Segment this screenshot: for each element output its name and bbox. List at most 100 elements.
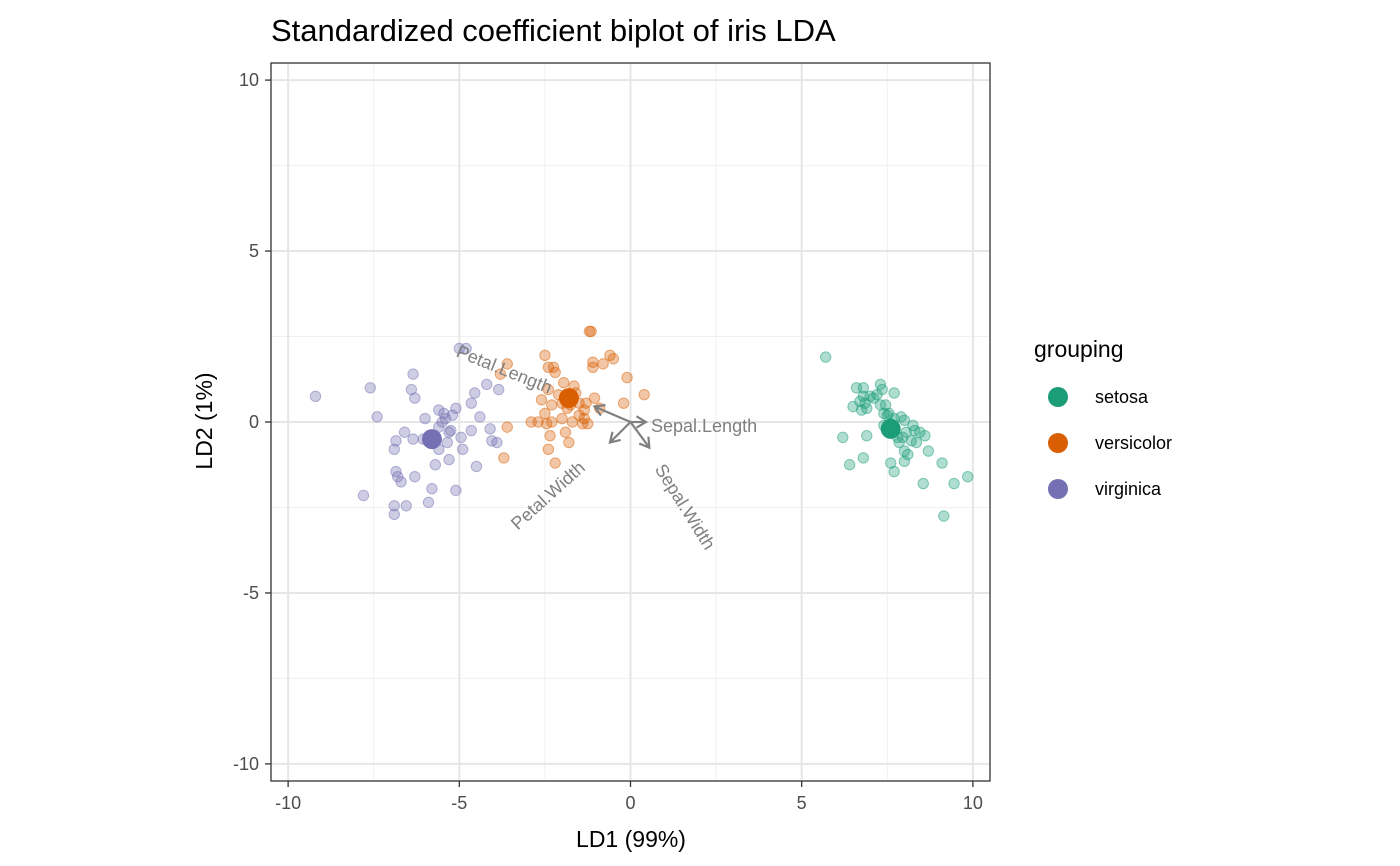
point-virginica bbox=[407, 433, 419, 445]
y-tick-label: -5 bbox=[243, 583, 259, 603]
point-virginica bbox=[357, 489, 370, 502]
point-virginica bbox=[491, 436, 503, 449]
point-virginica bbox=[460, 342, 472, 355]
x-tick-label: -5 bbox=[451, 793, 467, 813]
point-versicolor bbox=[498, 452, 510, 464]
point-versicolor bbox=[578, 404, 590, 416]
x-tick-label: 5 bbox=[797, 793, 807, 813]
point-setosa bbox=[902, 448, 914, 461]
point-setosa bbox=[962, 471, 974, 483]
legend-title: grouping bbox=[1034, 336, 1124, 362]
point-versicolor bbox=[535, 394, 548, 406]
point-versicolor bbox=[501, 358, 513, 370]
point-setosa bbox=[819, 351, 832, 363]
centroids-layer bbox=[421, 388, 901, 450]
y-axis-title: LD2 (1%) bbox=[191, 372, 217, 469]
point-versicolor bbox=[558, 376, 570, 389]
point-versicolor bbox=[585, 325, 597, 338]
point-versicolor bbox=[544, 429, 556, 442]
legend-label-versicolor: versicolor bbox=[1095, 433, 1172, 453]
point-versicolor bbox=[588, 392, 601, 404]
point-virginica bbox=[371, 411, 383, 423]
point-setosa bbox=[936, 457, 948, 469]
point-virginica bbox=[422, 496, 435, 509]
point-setosa bbox=[855, 404, 868, 416]
x-tick-label: 10 bbox=[963, 793, 983, 813]
arrow-shaft bbox=[609, 421, 632, 444]
point-virginica bbox=[429, 459, 442, 471]
point-versicolor bbox=[597, 358, 609, 370]
centroid-versicolor bbox=[558, 388, 579, 409]
point-virginica bbox=[465, 424, 477, 437]
x-axis: -10 -5 0 5 10 bbox=[275, 781, 983, 813]
point-virginica bbox=[388, 500, 400, 512]
point-versicolor bbox=[546, 416, 558, 428]
point-virginica bbox=[481, 378, 493, 391]
point-setosa bbox=[843, 459, 856, 471]
arrow-head bbox=[608, 431, 621, 445]
plot-area: Sepal.LengthSepal.WidthPetal.LengthPetal… bbox=[270, 62, 991, 782]
legend-key-setosa bbox=[1048, 387, 1068, 407]
point-versicolor bbox=[542, 443, 555, 456]
point-virginica bbox=[390, 435, 402, 447]
point-versicolor bbox=[587, 361, 599, 373]
point-virginica bbox=[465, 397, 477, 409]
point-versicolor bbox=[580, 397, 592, 409]
point-setosa bbox=[922, 445, 935, 457]
point-virginica bbox=[439, 412, 452, 425]
legend: grouping setosa versicolor virginica bbox=[1034, 336, 1172, 499]
point-versicolor bbox=[549, 457, 561, 469]
x-axis-title: LD1 (99%) bbox=[576, 826, 686, 852]
point-virginica bbox=[450, 484, 462, 497]
point-setosa bbox=[898, 414, 911, 426]
point-setosa bbox=[938, 510, 950, 522]
point-setosa bbox=[837, 431, 849, 444]
point-versicolor bbox=[582, 418, 594, 430]
point-versicolor bbox=[617, 397, 630, 409]
point-virginica bbox=[469, 387, 481, 399]
arrow-head bbox=[638, 436, 651, 450]
point-virginica bbox=[426, 482, 438, 495]
point-versicolor bbox=[539, 349, 551, 362]
x-tick-label: 0 bbox=[625, 793, 635, 813]
point-virginica bbox=[446, 409, 459, 421]
arrow-shaft bbox=[629, 421, 651, 449]
point-setosa bbox=[857, 382, 870, 394]
point-virginica bbox=[450, 402, 462, 415]
point-setosa bbox=[888, 387, 900, 399]
point-versicolor bbox=[563, 436, 575, 449]
point-setosa bbox=[857, 452, 870, 464]
point-virginica bbox=[409, 392, 421, 404]
point-virginica bbox=[309, 390, 322, 403]
point-versicolor bbox=[556, 412, 568, 425]
arrow-shaft bbox=[594, 405, 631, 424]
point-virginica bbox=[474, 411, 486, 423]
point-versicolor bbox=[494, 368, 507, 380]
point-versicolor bbox=[539, 407, 551, 420]
point-virginica bbox=[409, 471, 421, 483]
point-setosa bbox=[898, 455, 911, 468]
point-setosa bbox=[876, 383, 888, 396]
point-virginica bbox=[484, 423, 496, 435]
point-virginica bbox=[398, 426, 411, 438]
centroid-setosa bbox=[880, 418, 901, 439]
arrow-head bbox=[592, 403, 606, 417]
point-virginica bbox=[443, 453, 455, 466]
point-virginica bbox=[400, 500, 412, 512]
point-virginica bbox=[445, 424, 457, 437]
arrow-petal-width bbox=[608, 421, 632, 445]
point-virginica bbox=[441, 436, 454, 449]
centroid-virginica bbox=[421, 429, 442, 450]
point-setosa bbox=[948, 477, 960, 490]
point-virginica bbox=[457, 443, 469, 456]
point-versicolor bbox=[559, 426, 572, 438]
point-virginica bbox=[395, 476, 407, 488]
point-virginica bbox=[364, 382, 376, 394]
arrow-label-sepal-length: Sepal.Length bbox=[651, 416, 757, 436]
point-virginica bbox=[388, 443, 400, 456]
point-setosa bbox=[910, 436, 923, 449]
point-virginica bbox=[455, 431, 467, 444]
point-versicolor bbox=[542, 383, 555, 396]
point-versicolor bbox=[532, 416, 544, 428]
